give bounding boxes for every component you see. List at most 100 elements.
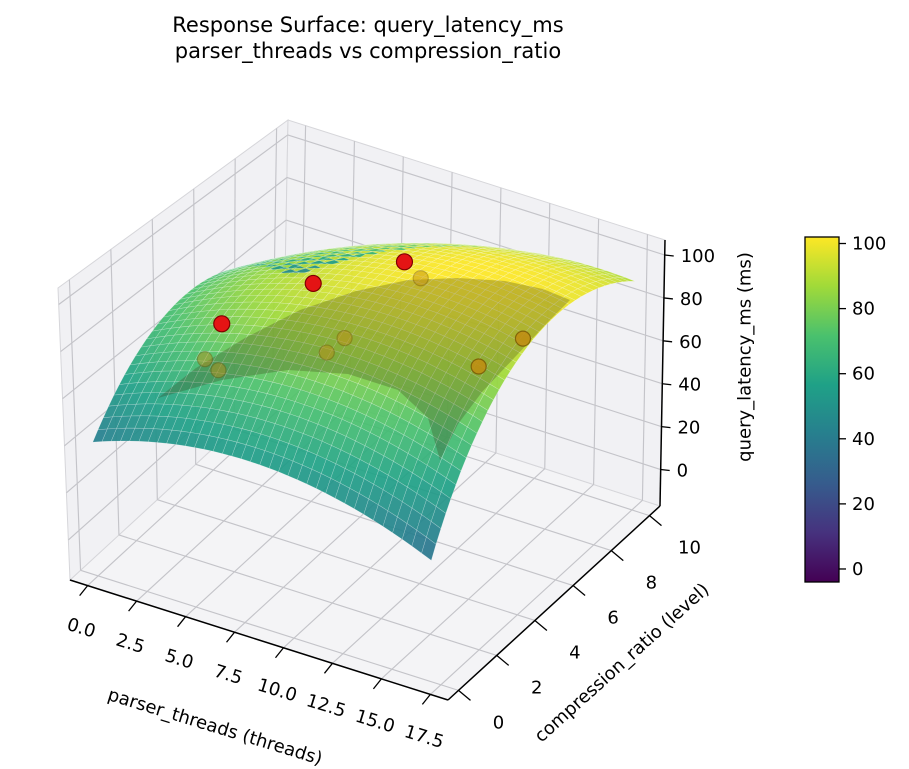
surface-quad bbox=[601, 278, 618, 285]
surface-quad bbox=[559, 295, 576, 305]
surface-quad bbox=[157, 315, 173, 325]
surface-quad bbox=[478, 393, 494, 411]
surface-quad bbox=[151, 322, 168, 332]
surface-quad bbox=[185, 287, 201, 295]
tick-mark bbox=[177, 616, 187, 628]
scatter-points bbox=[196, 253, 532, 379]
scatter-point-olive bbox=[470, 358, 487, 375]
surface-quad bbox=[207, 287, 224, 295]
surface-quad bbox=[243, 270, 259, 277]
surface-quad bbox=[175, 312, 192, 322]
tick-label: 20 bbox=[677, 418, 700, 439]
tick-label: 40 bbox=[678, 375, 701, 396]
tick-label: 0.0 bbox=[64, 614, 98, 642]
colorbar-tick-label: 20 bbox=[852, 494, 875, 515]
colorbar-tick-label: 80 bbox=[852, 299, 875, 320]
surface-quad bbox=[223, 267, 239, 274]
surface-quad bbox=[135, 345, 151, 357]
x-axis-spine bbox=[69, 579, 449, 701]
surface-quad bbox=[168, 302, 185, 311]
surface-quad bbox=[254, 283, 270, 290]
scatter-point-red bbox=[304, 274, 322, 293]
surface-quad bbox=[224, 295, 240, 304]
chart-title: Response Surface: query_latency_ms parse… bbox=[128, 12, 608, 64]
surface-quad bbox=[177, 333, 194, 344]
grid-line bbox=[283, 452, 497, 649]
tick-label: 6 bbox=[607, 608, 618, 629]
grid-line bbox=[118, 534, 497, 656]
tick-mark bbox=[372, 678, 382, 690]
surface-quad bbox=[217, 285, 233, 293]
surface-quad bbox=[232, 265, 249, 272]
scatter-point-olive bbox=[514, 330, 532, 347]
chart-title-line2: parser_threads vs compression_ratio bbox=[174, 39, 562, 63]
tick-mark bbox=[421, 693, 431, 705]
colorbar-tick-label: 60 bbox=[852, 364, 875, 385]
grid-line bbox=[110, 249, 120, 535]
surface-quad bbox=[181, 305, 197, 315]
tick-mark bbox=[496, 654, 510, 666]
grid-line bbox=[80, 569, 459, 691]
surface-quad bbox=[263, 282, 280, 290]
surface-quad bbox=[472, 404, 489, 422]
grid-line bbox=[332, 468, 546, 664]
surface-quad bbox=[241, 278, 257, 286]
tick-mark bbox=[662, 383, 672, 386]
y-axis-spine bbox=[447, 505, 661, 701]
tick-mark bbox=[534, 619, 548, 631]
surface-quad bbox=[133, 362, 149, 374]
tick-mark bbox=[128, 600, 138, 612]
grid-line bbox=[157, 499, 536, 622]
tick-mark bbox=[274, 647, 284, 659]
scatter-point-olive bbox=[336, 329, 353, 347]
surface-quad bbox=[421, 536, 437, 561]
surface-quad bbox=[198, 316, 214, 326]
surface-quad bbox=[245, 265, 262, 271]
surface-quad bbox=[228, 276, 244, 283]
surface-quad bbox=[235, 284, 252, 291]
tick-mark bbox=[661, 425, 671, 429]
surface-quad bbox=[202, 275, 218, 282]
surface-quad bbox=[467, 415, 483, 434]
tick-mark bbox=[664, 254, 674, 257]
surface-quad bbox=[179, 291, 196, 300]
tick-label: 2 bbox=[531, 677, 542, 698]
tick-mark bbox=[226, 631, 236, 643]
surface-quad bbox=[198, 288, 214, 296]
surface-quad bbox=[456, 438, 472, 459]
tick-label: 0 bbox=[677, 461, 688, 482]
tick-mark bbox=[79, 585, 89, 597]
scatter-point-olive bbox=[196, 351, 214, 368]
tick-label: 15.0 bbox=[353, 706, 397, 738]
scatter-point-olive bbox=[318, 344, 335, 361]
tick-label: 17.5 bbox=[402, 721, 446, 753]
surface-quad bbox=[547, 304, 564, 315]
tick-label: 5.0 bbox=[162, 645, 196, 673]
surface-quad bbox=[208, 272, 224, 279]
grid-line bbox=[58, 134, 289, 305]
surface-quad bbox=[168, 334, 184, 344]
tick-label: 10 bbox=[678, 538, 701, 559]
tick-mark bbox=[649, 515, 662, 527]
colorbar: 0 20 40 60 80 100 bbox=[804, 234, 886, 583]
tick-mark bbox=[660, 468, 670, 472]
grid-line bbox=[593, 218, 600, 485]
surface-quad bbox=[122, 382, 138, 395]
grid-line bbox=[429, 499, 643, 695]
surface-quad bbox=[269, 277, 285, 284]
tick-label: 80 bbox=[680, 289, 703, 310]
tick-label: 12.5 bbox=[304, 690, 348, 722]
tick-label: 100 bbox=[681, 246, 715, 267]
tick-label: 8 bbox=[646, 573, 657, 594]
scatter-point-red bbox=[395, 253, 414, 271]
grid-line bbox=[68, 279, 82, 571]
z-axis-label: query_latency_ms (ms) bbox=[734, 252, 756, 462]
axis-spines bbox=[69, 239, 666, 701]
surface-quad bbox=[271, 268, 287, 274]
grid-line bbox=[641, 234, 648, 501]
surface-quad bbox=[170, 360, 186, 372]
colorbar-tick-label: 100 bbox=[852, 234, 886, 255]
grid-line bbox=[287, 134, 665, 256]
